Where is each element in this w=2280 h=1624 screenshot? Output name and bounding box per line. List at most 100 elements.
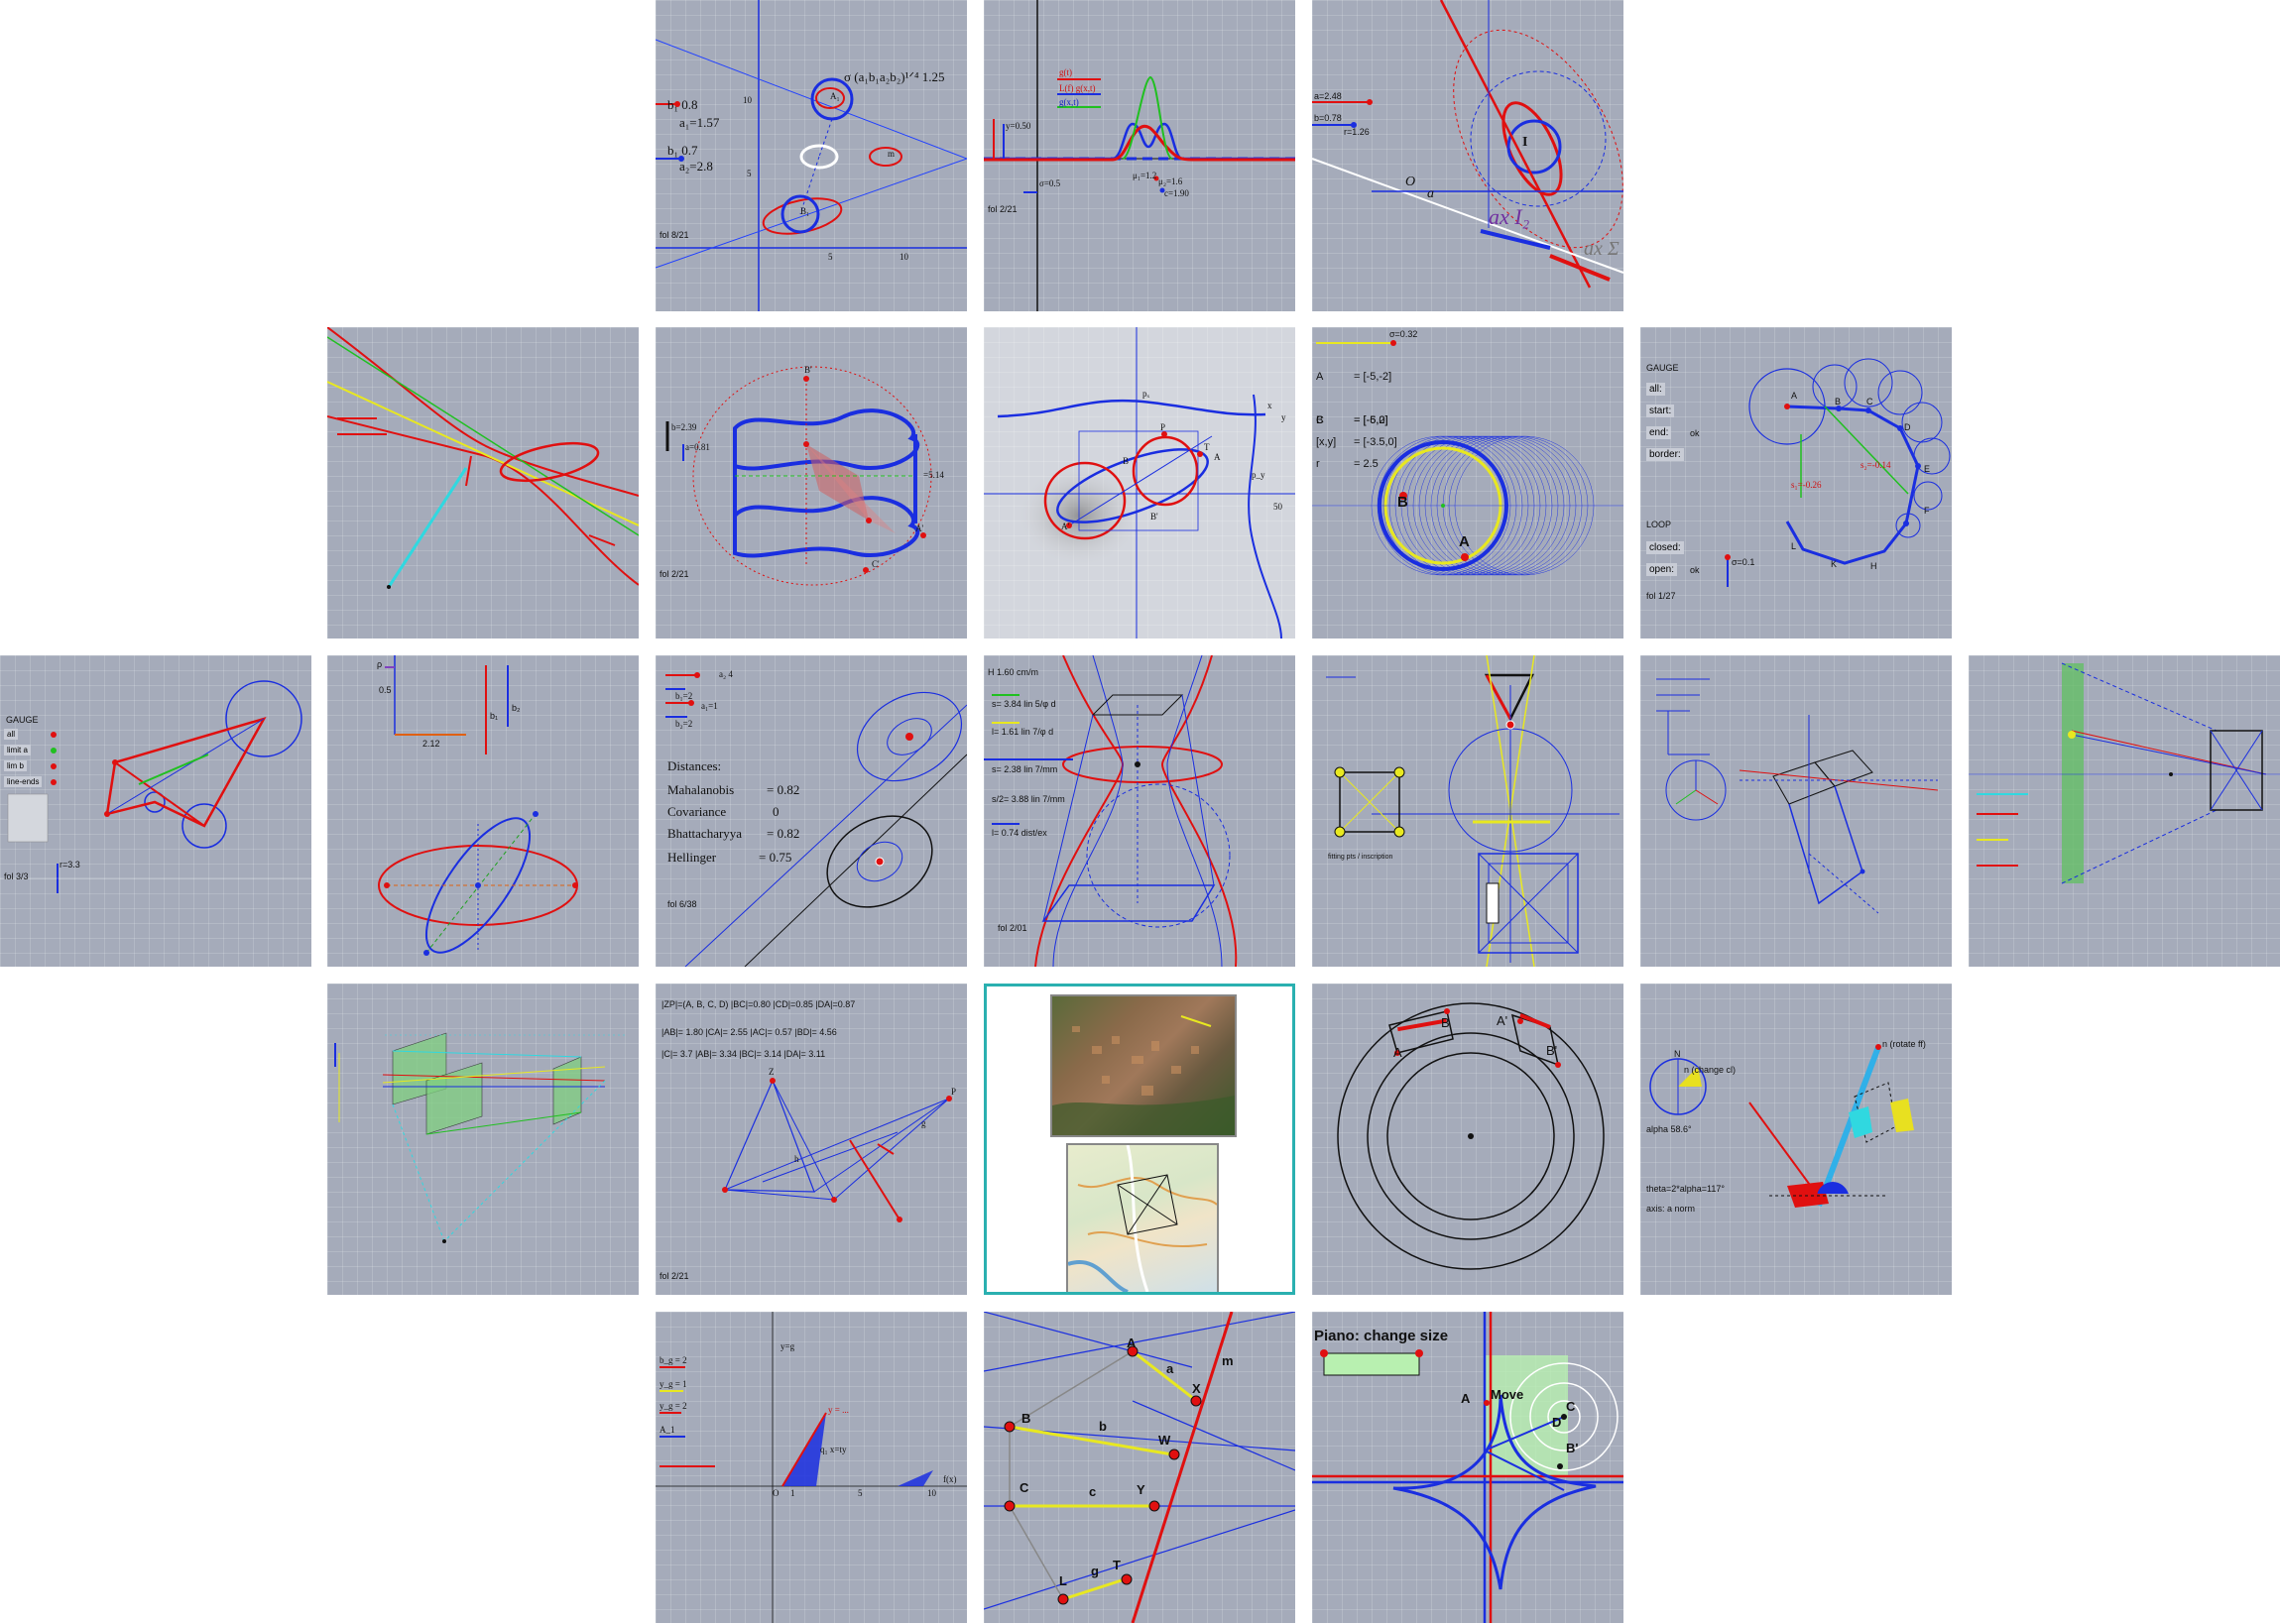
tile-rotation[interactable]: N n (change cl) alpha 58.6° n (rotate ff…	[1640, 984, 1952, 1295]
vector-a: a	[1427, 186, 1434, 201]
caption: fitting pts / inscription	[1328, 854, 1393, 861]
point-B1: B₁	[800, 206, 810, 216]
coord-key: A	[1316, 371, 1324, 383]
origin-O: O	[773, 1488, 780, 1498]
dist-covariance-label: Covariance	[667, 804, 727, 819]
px-label: pₓ	[1142, 389, 1150, 399]
s1-label: s₁=-0.26	[1791, 480, 1822, 490]
line-g: g	[921, 1118, 926, 1128]
tile-photo-map[interactable]	[984, 984, 1295, 1295]
header-row-2: |AB|= 1.80 |CA|= 2.55 |AC|= 0.57 |BD|= 4…	[661, 1027, 837, 1037]
value-2-12: 2.12	[422, 739, 440, 749]
point-A-prime: A'	[915, 523, 924, 533]
tile-integral-area[interactable]: y=g b_g = 2 y_g = 1 y_g = 2 A_1 O 1 5 10…	[656, 1312, 967, 1623]
point-A: A	[1214, 452, 1221, 462]
loop-open-label[interactable]: open:	[1646, 563, 1678, 576]
tile-correlation-ellipse-drawing	[378, 655, 578, 956]
c-label: c=1.90	[1164, 188, 1189, 198]
gauge-item-all[interactable]: all	[4, 729, 19, 740]
b1-label: b₁ 0.8	[667, 97, 698, 112]
loop-closed-label[interactable]: closed:	[1646, 541, 1684, 554]
tile-concentric-circles[interactable]: A B A' B'	[1312, 984, 1623, 1295]
gauge-end-label[interactable]: end:	[1646, 426, 1672, 439]
gauge-item-limit-a[interactable]: limit a	[4, 745, 31, 755]
line-g: g	[1091, 1564, 1099, 1578]
label-n-rotate: n (rotate ff)	[1882, 1039, 1926, 1049]
tile-footer: fol 3/3	[4, 871, 29, 881]
tile-line-intersections-drawing	[327, 327, 639, 589]
tile-cone-square[interactable]: fitting pts / inscription	[1312, 655, 1623, 967]
dist-covariance-value: 0	[773, 804, 780, 819]
point-B: B	[1123, 456, 1130, 466]
tile-lens-optics[interactable]	[1969, 655, 2280, 967]
tile-gaussian-circles[interactable]: σ (a₁b₁a₂b₂)¹ᐟ⁴ 1.25 b₁ 0.8 a₁=1.57 b₁ 0…	[656, 0, 967, 311]
tile-piano[interactable]: Piano: change size A Move C D B'	[1312, 1312, 1623, 1623]
coord-value: = [-3.5,0]	[1354, 436, 1397, 448]
tile-hyperboloid[interactable]: H 1.60 cm/m s= 3.84 lin 5/φ d l= 1.61 li…	[984, 655, 1295, 967]
tile-3d-boxes-drawing	[334, 1032, 625, 1243]
gauge-end-ok[interactable]: ok	[1690, 428, 1700, 438]
point-B-prime: B'	[1566, 1441, 1579, 1455]
tile-3d-planes[interactable]	[1640, 655, 1952, 967]
street-map-lines	[1068, 1145, 1217, 1292]
aerial-photo	[1050, 994, 1237, 1137]
gauge-border-label[interactable]: border:	[1646, 448, 1684, 461]
label-N: N	[1674, 1049, 1681, 1059]
point-B: B	[1441, 1015, 1450, 1030]
coord-key: B	[1316, 414, 1324, 426]
point-C: C	[1020, 1480, 1029, 1495]
tile-circle-envelope[interactable]: σ=0.32 A = [-5,-2] B = [-6,0] C = [-5,2] [x…	[1312, 327, 1623, 638]
point-Y: Y	[1137, 1482, 1145, 1497]
tile-rotation-drawing	[1649, 1044, 1914, 1208]
tile-ellipse-axes-drawing	[1312, 0, 1623, 289]
tile-perspective-lines[interactable]: A B C L X W Y T a b c g m	[984, 1312, 1295, 1623]
tile-gauge-triangle[interactable]: GAUGE all limit a lim b line-ends r=3.3 …	[0, 655, 311, 967]
axis-label: axis: a norm	[1646, 1204, 1696, 1214]
tick-y5: 5	[747, 169, 752, 178]
axis-I2-label: ax I₂	[1489, 204, 1530, 229]
tile-tetrahedron[interactable]: |ZP|=(A, B, C, D) |BC|=0.80 |CD|=0.85 |D…	[656, 984, 967, 1295]
y-axis-label: y=g	[780, 1341, 795, 1351]
tile-3d-boxes[interactable]	[327, 984, 639, 1295]
point-B-prime: B'	[1150, 512, 1158, 522]
tile-distances[interactable]: a₂ 4 b₁=2 a₁=1 b₂=2 Distances: Mahalanob…	[656, 655, 967, 967]
tile-gaussian-curves-drawing	[984, 0, 1295, 311]
tile-footer: fol 2/01	[998, 923, 1027, 933]
tile-ellipse-axes[interactable]: a=2.48 b=0.78 r=1.26 O a I ax I₂ ax Σ	[1312, 0, 1623, 311]
gauge-all-label[interactable]: all:	[1646, 383, 1665, 396]
legend-2: y_g = 1	[660, 1379, 687, 1389]
point-I: I	[1522, 135, 1528, 150]
tile-footer: fol 2/21	[660, 569, 689, 579]
legend-4: s/2= 3.88 lin 7/mm	[992, 794, 1065, 804]
tile-gaussian-curves[interactable]: g(t) L(f) g(x,t) g(x,t) σ=0.5 μ₁=1.2 μ₂=…	[984, 0, 1295, 311]
tile-gauge-loop[interactable]: GAUGE all: start: end: ok border: LOOP c…	[1640, 327, 1952, 638]
loop-title: LOOP	[1646, 520, 1672, 529]
tick-y10: 10	[743, 95, 752, 105]
line-a: a	[1166, 1361, 1174, 1376]
tick-50: 50	[1273, 502, 1282, 512]
move-label[interactable]: Move	[1491, 1387, 1524, 1402]
point-E: E	[1924, 464, 1931, 474]
tile-3d-cylinder[interactable]: B' b=2.39 a=0.81 =5.14 C' A' fol 2/21	[656, 327, 967, 638]
point-C: C	[1566, 1399, 1576, 1414]
tile-projection[interactable]: pₓ x y p_y 50 P T A A' B B'	[984, 327, 1295, 638]
legend-3: s= 2.38 lin 7/mm	[992, 764, 1058, 774]
coord-value: = [-6,0]	[1354, 414, 1388, 426]
x-label: x	[1267, 401, 1272, 410]
tile-circle-envelope-drawing	[1312, 340, 1623, 576]
a2-label: a₂ 4	[719, 669, 733, 679]
tile-cone-square-drawing	[1326, 655, 1620, 967]
mu2-label: μ₂=1.6	[1158, 176, 1183, 186]
loop-open-ok[interactable]: ok	[1690, 565, 1700, 575]
gauge-item-lim-b[interactable]: lim b	[4, 760, 27, 771]
tile-line-intersections[interactable]	[327, 327, 639, 638]
gauge-start-label[interactable]: start:	[1646, 405, 1675, 417]
tile-perspective-lines-drawing	[984, 1312, 1295, 1623]
tile-correlation-ellipse[interactable]: ρ 0.5 2.12 b₁ b₂	[327, 655, 639, 967]
sigma-label: σ=0.5	[1039, 178, 1061, 188]
point-P: P	[1160, 422, 1166, 432]
point-T: T	[1113, 1558, 1121, 1572]
gauge-item-line-ends[interactable]: line-ends	[4, 776, 43, 787]
point-F: F	[1924, 506, 1930, 516]
legend-1: b_g = 2	[660, 1355, 687, 1365]
